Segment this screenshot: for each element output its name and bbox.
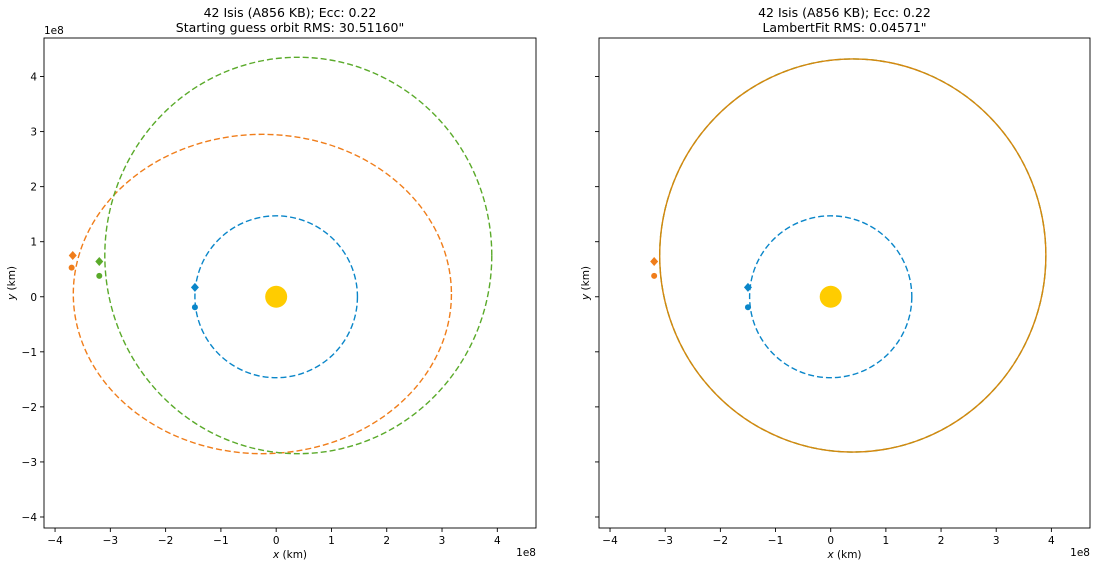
x-tick-label: 3: [993, 535, 1000, 547]
y-axis-unit: (km): [6, 266, 18, 294]
position-diamond-marker-0: [743, 282, 752, 292]
plot-area: [68, 56, 493, 455]
chart-title-line-1: 42 Isis (A856 KB); Ecc: 0.22: [758, 5, 931, 20]
orbit-ellipse-0: [194, 215, 359, 379]
position-diamond-marker-0: [190, 282, 199, 292]
x-axis-label: x (km): [272, 549, 307, 561]
x-axis-multiplier: 1e8: [1070, 547, 1090, 559]
orbit-ellipse-1: [72, 133, 453, 455]
x-axis-label: x (km): [826, 549, 861, 561]
chart-title-line-2: LambertFit RMS: 0.04571": [762, 20, 926, 35]
position-diamond-marker-4: [95, 257, 104, 267]
x-axis-unit: (km): [834, 549, 862, 561]
plot-area: [650, 58, 1047, 453]
y-tick-label: 0: [30, 292, 37, 304]
x-tick-label: −4: [602, 535, 618, 547]
orbit-ellipse-1: [658, 58, 1047, 453]
y-tick-label: −1: [22, 347, 37, 359]
x-tick-label: −1: [768, 535, 783, 547]
axes-frame: [43, 37, 537, 529]
x-axis-multiplier: 1e8: [516, 547, 536, 559]
position-diamond-marker-2: [650, 257, 659, 267]
x-tick-label: 2: [383, 535, 390, 547]
position-circle-marker-1: [191, 304, 198, 311]
x-tick-label: 3: [439, 535, 446, 547]
x-tick-label: −4: [47, 535, 63, 547]
y-axis-label: y (km): [6, 266, 18, 301]
x-axis-unit: (km): [279, 549, 307, 561]
y-axis-unit: (km): [580, 266, 592, 294]
x-tick-label: 1: [883, 535, 890, 547]
position-circle-marker-3: [68, 264, 75, 271]
x-tick-label: −3: [657, 535, 672, 547]
position-circle-marker-3: [651, 272, 658, 279]
y-axis-variable: y: [580, 293, 592, 301]
x-tick-label: −1: [213, 535, 228, 547]
orbit-ellipse-0: [748, 215, 913, 379]
y-tick-label: 1: [30, 237, 37, 249]
x-tick-label: 1: [328, 535, 335, 547]
chart-title-line-1: 42 Isis (A856 KB); Ecc: 0.22: [204, 5, 377, 20]
y-tick-label: 3: [30, 127, 37, 139]
y-tick-label: −3: [22, 457, 37, 469]
y-axis-multiplier: 1e8: [44, 25, 64, 37]
x-tick-label: −3: [103, 535, 118, 547]
axes-frame: [598, 37, 1091, 529]
position-circle-marker-5: [96, 272, 103, 279]
y-axis-label: y (km): [580, 266, 592, 301]
x-axis-variable: x: [272, 549, 280, 561]
position-circle-marker-1: [744, 304, 751, 311]
x-tick-label: 2: [938, 535, 945, 547]
y-tick-label: 2: [30, 182, 37, 194]
sun-marker: [819, 285, 842, 308]
x-tick-label: 4: [1048, 535, 1055, 547]
orbit-ellipse-2: [104, 56, 493, 455]
sun-marker: [265, 285, 288, 308]
y-tick-label: −4: [22, 512, 38, 524]
x-tick-label: −2: [713, 535, 728, 547]
x-tick-label: 0: [827, 535, 834, 547]
chart-title-line-2: Starting guess orbit RMS: 30.51160": [176, 20, 404, 35]
position-diamond-marker-2: [68, 250, 77, 260]
y-tick-label: −2: [22, 402, 37, 414]
y-tick-label: 4: [30, 72, 37, 84]
x-axis-variable: x: [826, 549, 834, 561]
y-axis-variable: y: [6, 293, 18, 301]
x-tick-label: 4: [494, 535, 501, 547]
x-tick-label: 0: [273, 535, 280, 547]
orbit-ellipse-2: [658, 58, 1047, 453]
x-tick-label: −2: [158, 535, 173, 547]
